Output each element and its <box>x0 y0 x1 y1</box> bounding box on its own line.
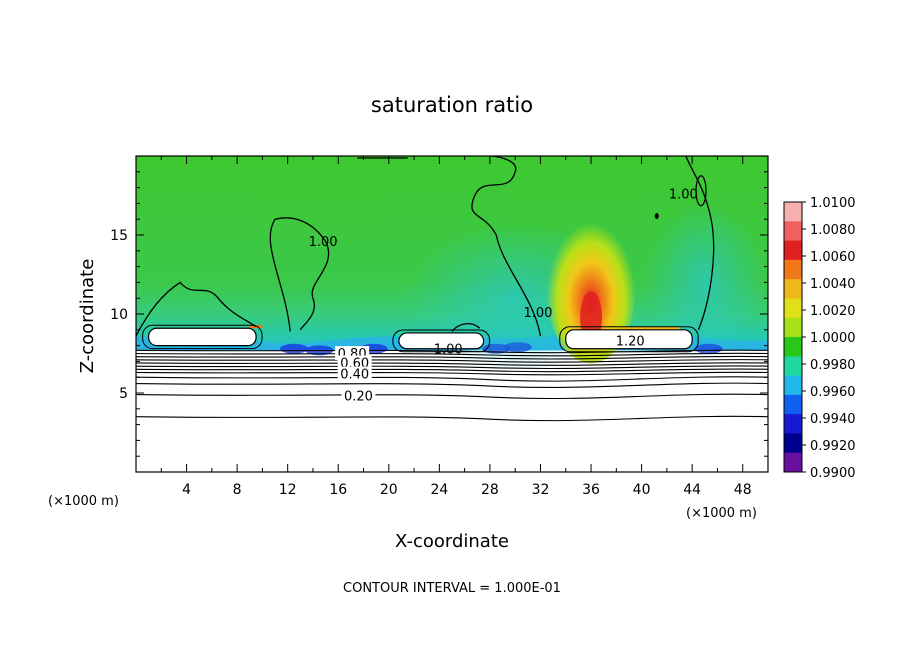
contour-line-horizontal <box>136 349 768 354</box>
x-unit-left: (×1000 m) <box>48 494 119 509</box>
colorbar-swatch <box>784 356 802 377</box>
contour-line-horizontal <box>136 415 768 422</box>
cloud-region <box>398 332 485 350</box>
cloud-region <box>148 327 257 347</box>
x-tick-label: 4 <box>182 482 191 498</box>
field-orange-streak <box>616 326 680 330</box>
contour-label: 0.40 <box>340 368 369 383</box>
colorbar-swatch <box>784 259 802 280</box>
cloud-region <box>565 329 693 350</box>
colorbar-label: 0.9900 <box>810 466 856 481</box>
contour-line-horizontal <box>136 371 768 376</box>
field-supersaturation <box>546 207 637 364</box>
x-tick-label: 12 <box>279 482 297 498</box>
contour-label-bg <box>341 388 376 403</box>
field-layer: 1.001.001.001.001.200.800.600.400.20 <box>136 156 768 472</box>
x-unit-right: (×1000 m) <box>686 506 757 521</box>
x-tick-label: 24 <box>430 482 448 498</box>
chart-title: saturation ratio <box>371 93 533 117</box>
contour-line-horizontal <box>136 393 768 400</box>
contour-label: 1.20 <box>616 334 645 349</box>
cloud-outline <box>142 324 263 350</box>
y-axis-label: Z-coordinate <box>77 259 98 374</box>
contour-line-horizontal <box>136 359 768 363</box>
contour-line-1-00 <box>136 156 715 337</box>
x-tick-label: 44 <box>683 482 701 498</box>
colorbar-label: 0.9940 <box>810 412 856 427</box>
colorbar-label: 0.9960 <box>810 385 856 400</box>
contour-label: 1.00 <box>309 235 338 250</box>
x-tick-label: 28 <box>481 482 499 498</box>
colorbar-swatch <box>784 414 802 434</box>
colorbar-swatch <box>784 279 802 299</box>
colorbar-label: 1.0020 <box>810 304 856 319</box>
x-axis-label: X-coordinate <box>395 531 509 552</box>
y-tick-label: 10 <box>110 307 128 323</box>
y-tick-label: 15 <box>110 228 128 244</box>
contour-line-horizontal <box>136 382 768 388</box>
y-tick-label: 5 <box>119 386 128 402</box>
contour-label: 1.00 <box>434 342 463 357</box>
colorbar-swatch <box>784 202 802 222</box>
colorbar-swatch <box>784 433 802 454</box>
cloud-outline <box>392 329 491 353</box>
colorbar-swatch <box>784 298 802 319</box>
colorbar-label: 1.0100 <box>810 196 856 211</box>
contour-line-horizontal <box>136 355 768 360</box>
x-tick-label: 40 <box>633 482 651 498</box>
contour-line-horizontal <box>136 376 768 382</box>
colorbar-swatch <box>784 240 802 261</box>
x-tick-label: 32 <box>532 482 550 498</box>
colorbar-label: 0.9920 <box>810 439 856 454</box>
contour-line-horizontal <box>136 368 768 373</box>
x-tick-label: 20 <box>380 482 398 498</box>
contour-label: 1.00 <box>669 188 698 203</box>
colorbar-swatch <box>784 375 802 396</box>
contour-label: 1.00 <box>523 306 552 321</box>
colorbar-swatch <box>784 337 802 357</box>
colorbar-label: 1.0000 <box>810 331 856 346</box>
x-tick-label: 48 <box>734 482 752 498</box>
field-cyan-plume <box>644 202 765 363</box>
colorbar-swatch <box>784 317 802 338</box>
contour-label-bg <box>337 366 372 381</box>
field-dry-pocket <box>280 343 308 354</box>
contour-line-horizontal <box>136 365 768 370</box>
colorbar: 1.0100 1.0080 1.0060 1.0040 1.0020 1.0000 0.99… <box>783 196 856 481</box>
colorbar-label: 1.0060 <box>810 250 856 265</box>
x-tick-label: 16 <box>329 482 347 498</box>
colorbar-label: 0.9980 <box>810 358 856 373</box>
contour-dot <box>654 213 659 220</box>
contour-line-horizontal <box>136 362 768 366</box>
x-tick-label: 36 <box>582 482 600 498</box>
contour-interval-footer: CONTOUR INTERVAL = 1.000E-01 <box>343 581 561 596</box>
contour-label: 0.20 <box>344 390 373 405</box>
field-subsaturated <box>136 350 768 472</box>
colorbar-swatch <box>784 221 802 242</box>
colorbar-swatch <box>784 394 802 415</box>
colorbar-label: 1.0040 <box>810 277 856 292</box>
contour-label-bg <box>337 355 372 370</box>
x-tick-label: 8 <box>233 482 242 498</box>
colorbar-label: 1.0080 <box>810 223 856 238</box>
contour-line-horizontal <box>136 352 768 357</box>
colorbar-swatch <box>784 452 802 473</box>
plot-area: 1.001.001.001.001.200.800.600.400.204 8 12… <box>110 155 769 498</box>
contour-line-closed <box>695 175 707 207</box>
